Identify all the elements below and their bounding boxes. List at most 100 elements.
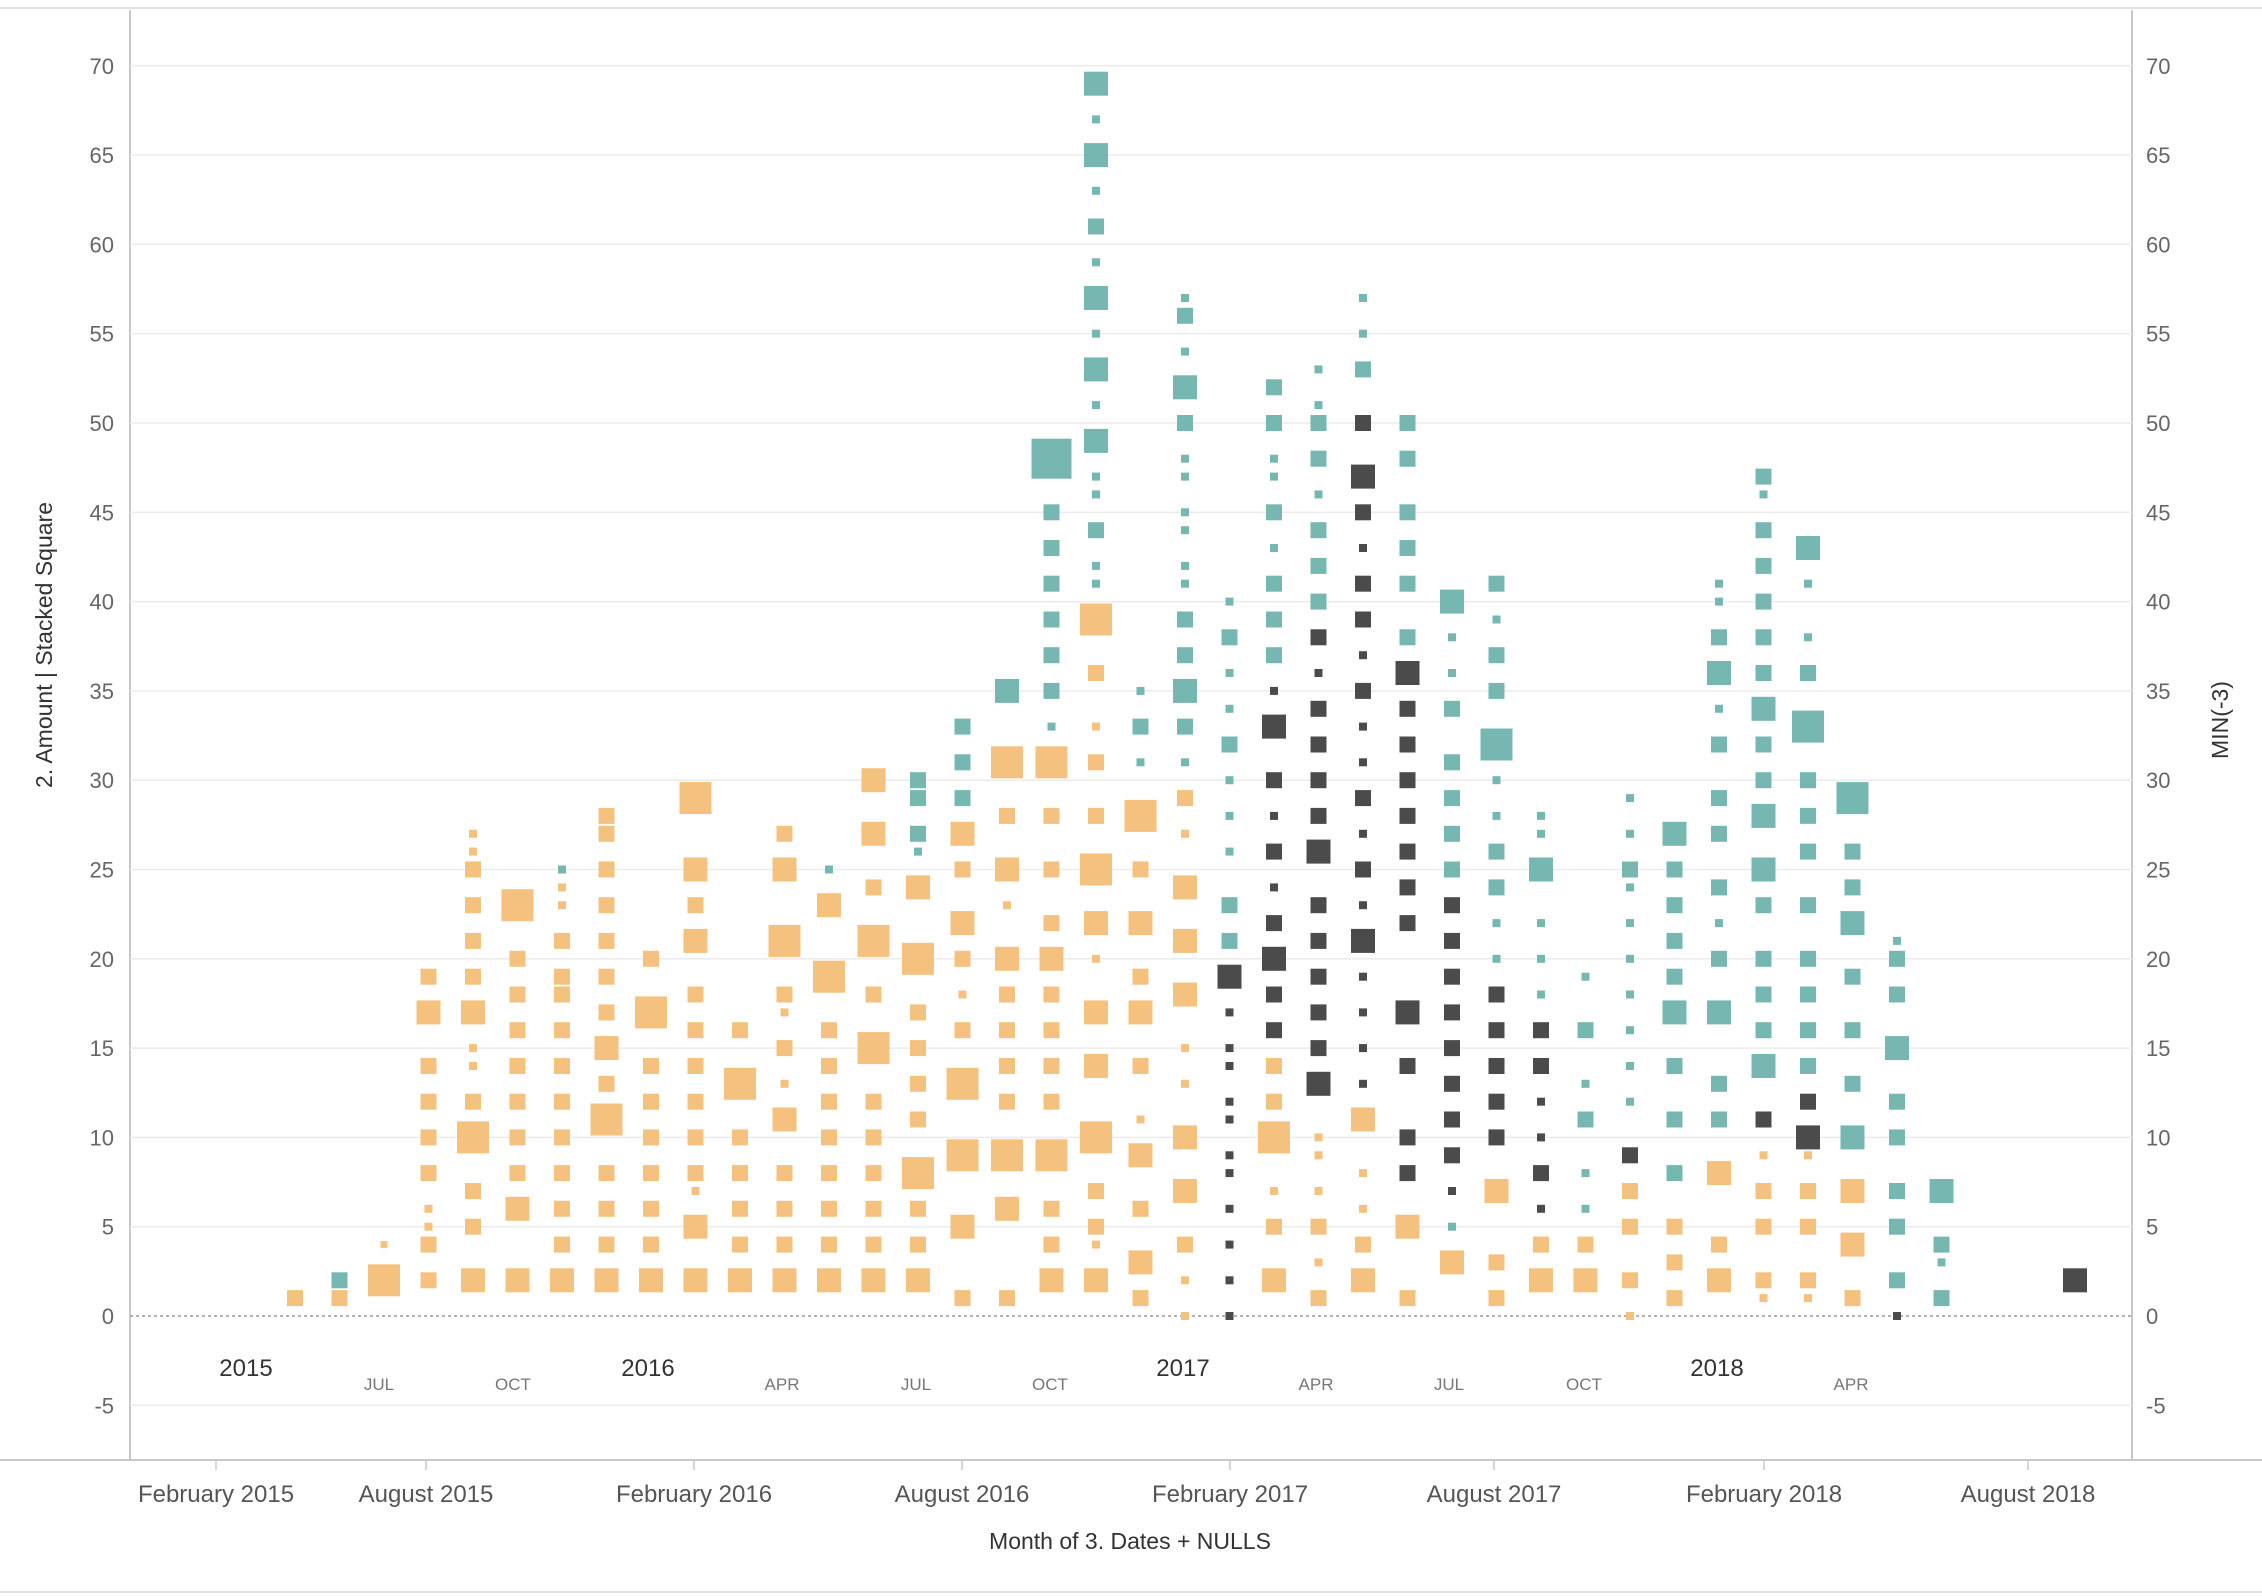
- square-mark: [469, 1062, 477, 1070]
- square-mark: [1084, 286, 1108, 310]
- square-mark: [1488, 575, 1505, 592]
- square-mark: [368, 1264, 400, 1297]
- square-mark: [1177, 611, 1193, 628]
- square-mark: [420, 1272, 437, 1289]
- square-mark: [1035, 1139, 1068, 1172]
- square-mark: [509, 1165, 526, 1182]
- square-mark: [1225, 847, 1234, 856]
- square-mark: [821, 1022, 837, 1039]
- square-mark: [1080, 853, 1112, 886]
- square-mark: [1270, 686, 1278, 695]
- square-mark: [424, 1204, 433, 1213]
- year-label: 2016: [621, 1355, 674, 1382]
- right-axis-title: MIN(-3): [2207, 681, 2233, 759]
- left-tick-label: 45: [90, 500, 114, 525]
- square-mark: [1084, 1054, 1108, 1078]
- square-mark: [1355, 682, 1371, 699]
- square-mark: [1399, 807, 1416, 824]
- square-mark: [1035, 746, 1068, 779]
- square-mark: [1359, 294, 1367, 302]
- month-label: JUL: [1434, 1375, 1464, 1394]
- square-mark: [1225, 1240, 1234, 1249]
- square-mark: [1132, 968, 1149, 985]
- square-mark: [1800, 772, 1816, 789]
- square-mark: [1399, 1058, 1416, 1074]
- square-mark: [643, 1093, 659, 1110]
- square-mark: [825, 865, 833, 874]
- square-mark: [1840, 1125, 1865, 1150]
- square-mark: [1047, 722, 1056, 731]
- square-mark: [1755, 522, 1772, 539]
- square-mark: [679, 782, 712, 815]
- square-mark: [1132, 1290, 1149, 1307]
- month-label: APR: [1299, 1375, 1334, 1394]
- square-mark: [1088, 218, 1104, 235]
- square-mark: [1225, 669, 1234, 677]
- square-mark: [1844, 879, 1861, 896]
- square-mark: [1666, 861, 1683, 878]
- square-mark: [1217, 964, 1242, 989]
- square-mark: [1266, 1022, 1282, 1039]
- square-mark: [1444, 1111, 1460, 1128]
- right-tick-label: 50: [2146, 411, 2170, 436]
- square-mark: [1533, 1236, 1549, 1253]
- right-tick-label: 60: [2146, 232, 2170, 257]
- square-mark: [1262, 946, 1286, 971]
- square-mark: [1314, 1133, 1323, 1142]
- left-tick-label: -5: [94, 1393, 114, 1418]
- square-mark: [1800, 1093, 1816, 1110]
- square-mark: [1492, 811, 1501, 820]
- square-mark: [1092, 401, 1100, 410]
- square-mark: [776, 1165, 793, 1182]
- month-label: JUL: [364, 1375, 394, 1394]
- square-mark: [772, 1268, 797, 1293]
- square-mark: [1444, 1004, 1460, 1021]
- square-mark: [950, 821, 975, 846]
- square-mark: [1488, 1254, 1505, 1271]
- square-mark: [995, 946, 1019, 971]
- square-mark: [1844, 1022, 1861, 1039]
- square-mark: [1537, 1097, 1545, 1106]
- square-mark: [1666, 1058, 1683, 1074]
- square-mark: [1800, 1183, 1816, 1199]
- square-mark: [1084, 143, 1108, 168]
- square-mark: [1666, 1290, 1683, 1307]
- square-mark: [1181, 294, 1189, 302]
- square-mark: [1399, 575, 1416, 592]
- square-mark: [1225, 1204, 1234, 1213]
- square-mark: [1266, 611, 1282, 628]
- square-mark: [1626, 990, 1634, 999]
- bottom-axis-title: Month of 3. Dates + NULLS: [989, 1528, 1271, 1554]
- square-mark: [1529, 1268, 1553, 1293]
- square-mark: [1177, 415, 1193, 431]
- square-mark: [643, 950, 659, 967]
- square-mark: [1043, 1058, 1060, 1074]
- square-mark: [1173, 928, 1197, 953]
- square-mark: [1399, 540, 1416, 556]
- square-mark: [1088, 1218, 1104, 1235]
- square-mark: [643, 1129, 659, 1146]
- left-tick-label: 20: [90, 947, 114, 972]
- square-mark: [1084, 71, 1108, 96]
- square-mark: [1488, 1129, 1505, 1146]
- square-mark: [1533, 1165, 1549, 1182]
- square-mark: [1181, 472, 1189, 481]
- square-mark: [1800, 807, 1816, 824]
- square-mark: [1755, 1183, 1772, 1199]
- square-mark: [1266, 379, 1282, 396]
- square-mark: [1043, 986, 1060, 1003]
- square-mark: [991, 746, 1023, 779]
- square-mark: [1399, 1290, 1416, 1307]
- square-mark: [1181, 758, 1189, 767]
- square-mark: [1577, 1236, 1594, 1253]
- square-mark: [906, 875, 930, 900]
- square-mark: [1173, 982, 1197, 1007]
- square-mark: [1092, 722, 1100, 731]
- square-mark: [910, 1004, 926, 1021]
- square-mark: [910, 1236, 926, 1253]
- square-mark: [1759, 1151, 1768, 1160]
- square-mark: [1221, 897, 1238, 914]
- square-mark: [950, 911, 975, 936]
- square-mark: [1359, 544, 1367, 552]
- bottom-tick-label: August 2017: [1427, 1481, 1562, 1508]
